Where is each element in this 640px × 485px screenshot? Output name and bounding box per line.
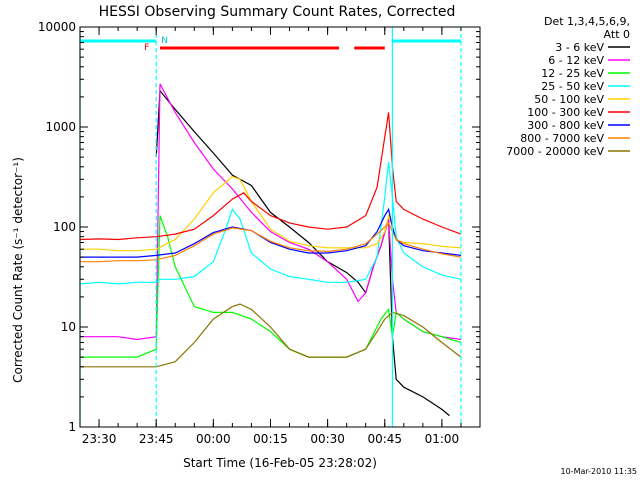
series-line-5	[79, 112, 462, 241]
y-tick-label: 1	[68, 420, 76, 434]
legend-label-1: 6 - 12 keV	[548, 54, 604, 67]
x-tick-label: 23:30	[82, 432, 117, 446]
y-tick-label: 10	[61, 320, 76, 334]
x-tick-label: 00:45	[367, 432, 402, 446]
timestamp: 10-Mar-2010 11:35	[561, 467, 638, 476]
flag-n-annotation: N	[161, 36, 168, 46]
y-tick-label: 1000	[45, 120, 76, 134]
series-line-3	[79, 161, 462, 285]
x-tick-label: 00:30	[310, 432, 345, 446]
legend-label-2: 12 - 25 keV	[541, 67, 604, 80]
x-axis-label: Start Time (16-Feb-05 23:28:02)	[183, 456, 377, 470]
series-line-2	[80, 215, 462, 358]
legend-header-line-2: Att 0	[604, 28, 630, 41]
series-line-1	[80, 83, 462, 341]
y-tick-label: 100	[53, 220, 76, 234]
legend-label-7: 800 - 7000 keV	[520, 132, 604, 145]
y-axis-label: Corrected Count Rate (s⁻¹ detector⁻¹)	[11, 157, 25, 383]
legend-label-6: 300 - 800 keV	[527, 119, 604, 132]
chart-title: HESSI Observing Summary Count Rates, Cor…	[99, 4, 456, 20]
legend-label-4: 50 - 100 keV	[534, 93, 604, 106]
plot-area: F N 1 10 100 1000 10000 23:30 23:45 00:00 00:15 00:…	[38, 20, 481, 446]
legend-label-0: 3 - 6 keV	[555, 41, 604, 54]
legend-header-line-1: Det 1,3,4,5,6,9,	[544, 15, 630, 28]
series-line-0	[155, 89, 450, 417]
y-tick-label: 10000	[38, 20, 76, 34]
flag-f-annotation: F	[144, 43, 149, 53]
legend-label-3: 25 - 50 keV	[541, 80, 604, 93]
x-tick-label: 23:45	[139, 432, 174, 446]
x-tick-label: 00:00	[196, 432, 231, 446]
series-line-8	[80, 303, 462, 368]
x-tick-label: 01:00	[425, 432, 460, 446]
x-tick-label: 00:15	[253, 432, 288, 446]
legend-label-5: 100 - 300 keV	[527, 106, 604, 119]
legend-label-8: 7000 - 20000 keV	[506, 145, 604, 158]
